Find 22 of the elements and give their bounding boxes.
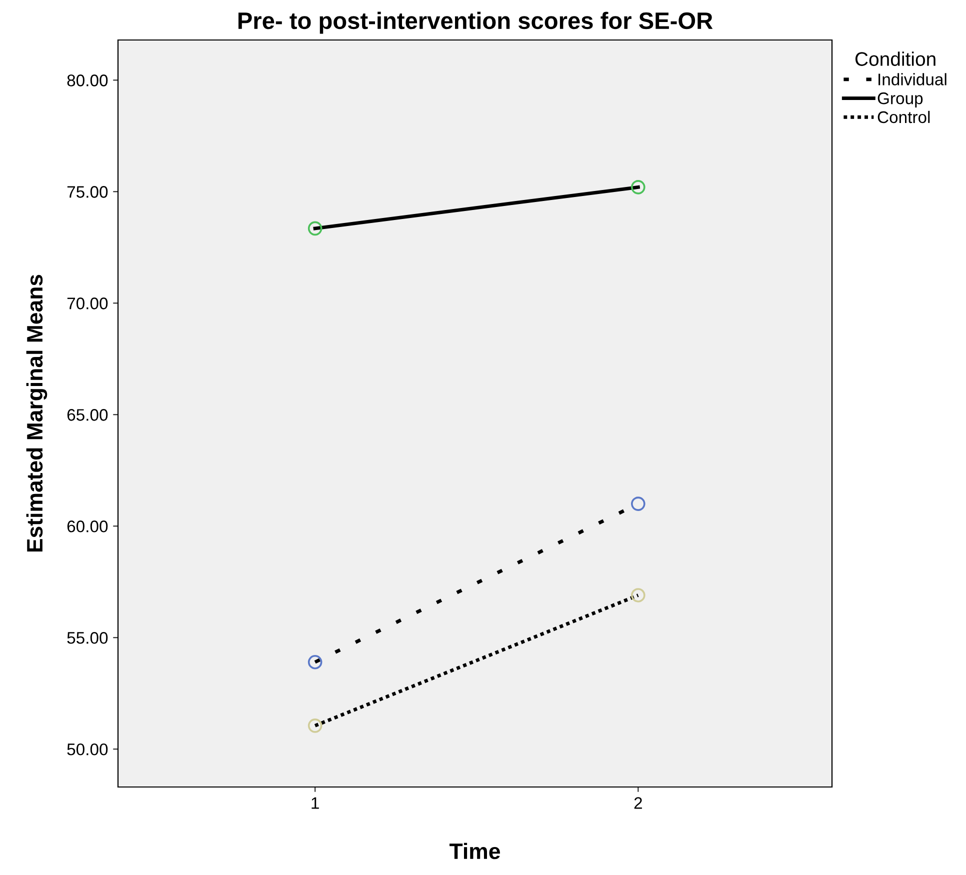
- y-tick-label: 65.00: [67, 409, 108, 421]
- legend-label: Group: [878, 92, 923, 108]
- legend-label: Individual: [878, 73, 946, 86]
- point: [631, 180, 646, 194]
- point: [631, 588, 646, 602]
- x-tick-label: 2: [634, 797, 642, 809]
- legend-label: Control: [878, 110, 930, 124]
- y-tick-label: 55.00: [67, 632, 108, 644]
- x-axis-title: Time: [450, 842, 500, 860]
- legend-title: Condition: [855, 52, 936, 66]
- y-tick-label: 70.00: [67, 298, 108, 310]
- y-tick-label: 60.00: [67, 520, 108, 532]
- y-axis-title: Estimated Marginal Means: [26, 274, 48, 552]
- y-tick-label: 75.00: [67, 186, 108, 198]
- y-tick-label: 80.00: [67, 74, 108, 86]
- chart-title: Pre- to post-intervention scores for SE-OR: [238, 12, 713, 34]
- point: [308, 654, 322, 670]
- y-tick-label: 50.00: [67, 743, 108, 756]
- point: [631, 496, 646, 511]
- point: [308, 718, 322, 733]
- x-tick-label: 1: [312, 797, 319, 809]
- point: [308, 221, 322, 236]
